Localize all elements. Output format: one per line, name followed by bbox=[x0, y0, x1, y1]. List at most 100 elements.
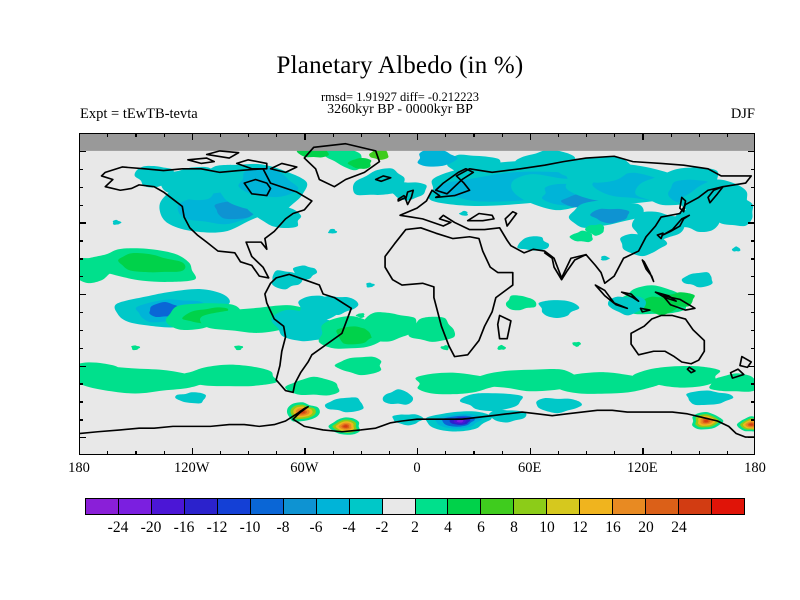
anomaly-patch bbox=[131, 345, 141, 351]
x-axis-minor-tick bbox=[388, 451, 391, 455]
anomaly-patch bbox=[408, 316, 456, 342]
x-axis-tick bbox=[529, 133, 531, 140]
coastline bbox=[466, 212, 495, 222]
x-axis-minor-tick bbox=[163, 451, 165, 455]
x-axis-minor-tick bbox=[557, 451, 560, 455]
y-axis-minor-tick bbox=[79, 258, 83, 260]
colorbar-cell bbox=[348, 499, 382, 514]
x-axis-label: 120E bbox=[627, 460, 658, 476]
anomaly-patch bbox=[324, 397, 364, 413]
coastline bbox=[654, 291, 677, 302]
colorbar-tick-label: 8 bbox=[510, 519, 518, 536]
x-axis-minor-tick bbox=[726, 451, 729, 455]
x-axis-tick bbox=[79, 448, 81, 455]
y-axis-minor-tick bbox=[79, 329, 83, 332]
colorbar-cell bbox=[513, 499, 547, 514]
anomaly-patch bbox=[238, 167, 299, 198]
colorbar bbox=[85, 498, 745, 515]
y-axis-minor-tick bbox=[751, 204, 755, 206]
coastline bbox=[384, 227, 514, 358]
x-axis-tick bbox=[753, 133, 755, 140]
anomaly-patch bbox=[569, 230, 593, 243]
anomaly-patch bbox=[631, 211, 685, 242]
anomaly-patch bbox=[459, 393, 523, 412]
colorbar-tick-label: -8 bbox=[276, 519, 290, 536]
x-axis-minor-tick bbox=[557, 133, 560, 137]
coastline bbox=[641, 259, 655, 283]
x-axis-minor-tick bbox=[107, 133, 109, 137]
y-axis-minor-tick bbox=[79, 276, 83, 278]
colorbar-tick-label: -16 bbox=[173, 519, 195, 536]
y-axis-minor-tick bbox=[751, 276, 755, 278]
colorbar-cell bbox=[117, 499, 151, 514]
y-axis-minor-tick bbox=[79, 186, 83, 188]
x-axis-minor-tick bbox=[332, 133, 334, 137]
y-axis-tick bbox=[79, 222, 86, 224]
y-axis-minor-tick bbox=[79, 419, 83, 421]
coastline bbox=[269, 162, 298, 174]
anomaly-patch bbox=[585, 224, 605, 236]
colorbar-cell bbox=[480, 499, 514, 514]
coastline bbox=[656, 232, 664, 240]
anomaly-patch bbox=[417, 148, 458, 167]
colorbar-tick-label: -20 bbox=[140, 519, 162, 536]
x-axis-label: 180 bbox=[68, 460, 90, 476]
colorbar-tick-label: -24 bbox=[107, 519, 129, 536]
anomaly-patch bbox=[686, 390, 734, 406]
y-axis-minor-tick bbox=[79, 401, 83, 403]
y-axis-minor-tick bbox=[751, 311, 755, 314]
x-axis-label: 0 bbox=[413, 460, 421, 476]
anomaly-patch bbox=[160, 166, 221, 201]
colorbar-tick-label: 2 bbox=[411, 519, 419, 536]
x-axis-minor-tick bbox=[219, 133, 222, 137]
y-axis-minor-tick bbox=[751, 401, 755, 403]
colorbar-tick-label: -2 bbox=[375, 519, 389, 536]
x-axis-label: 60E bbox=[517, 460, 542, 476]
x-axis-label: 180 bbox=[744, 460, 766, 476]
y-axis-tick bbox=[79, 294, 86, 296]
anomaly-patch bbox=[704, 419, 709, 423]
anomaly-patch bbox=[497, 344, 507, 350]
x-axis-tick bbox=[642, 448, 644, 455]
x-axis-tick bbox=[417, 133, 419, 140]
x-axis-minor-tick bbox=[107, 451, 109, 455]
x-axis-minor-tick bbox=[445, 451, 447, 455]
y-axis-minor-tick bbox=[751, 186, 755, 188]
coastline bbox=[496, 314, 512, 340]
coastline bbox=[707, 185, 724, 204]
colorbar-cell bbox=[645, 499, 679, 514]
anomaly-patch bbox=[369, 148, 389, 160]
plot-frame bbox=[79, 133, 755, 455]
x-axis-minor-tick bbox=[698, 451, 700, 455]
colorbar-cell bbox=[711, 499, 745, 514]
coastline bbox=[729, 368, 745, 379]
colorbar-cell bbox=[579, 499, 613, 514]
x-axis-tick bbox=[304, 133, 306, 140]
colorbar-cell bbox=[612, 499, 646, 514]
x-axis-tick bbox=[304, 448, 306, 455]
y-axis-minor-tick bbox=[751, 347, 755, 349]
x-axis-minor-tick bbox=[501, 133, 503, 137]
colorbar-cell bbox=[381, 499, 415, 514]
y-axis-minor-tick bbox=[79, 168, 83, 171]
x-axis-minor-tick bbox=[135, 133, 137, 137]
colorbar-cell bbox=[414, 499, 448, 514]
coastline bbox=[374, 175, 392, 183]
colorbar-cell bbox=[546, 499, 580, 514]
anomaly-patch bbox=[247, 203, 302, 229]
anomaly-patch bbox=[234, 345, 244, 351]
x-axis-minor-tick bbox=[388, 133, 391, 137]
x-axis-minor-tick bbox=[163, 133, 165, 137]
anomaly-patch bbox=[607, 296, 646, 316]
x-axis-minor-tick bbox=[586, 451, 588, 455]
x-axis-tick bbox=[417, 448, 419, 455]
colorbar-tick-label: 4 bbox=[444, 519, 452, 536]
coastline bbox=[399, 155, 753, 285]
y-axis-minor-tick bbox=[79, 240, 83, 242]
anomaly-patch bbox=[505, 295, 537, 311]
anomaly-patch bbox=[175, 364, 278, 387]
colorbar-tick-label: 10 bbox=[539, 519, 555, 536]
anomaly-patch bbox=[632, 366, 721, 388]
season-label: DJF bbox=[730, 106, 755, 122]
anomaly-patch bbox=[112, 219, 122, 225]
